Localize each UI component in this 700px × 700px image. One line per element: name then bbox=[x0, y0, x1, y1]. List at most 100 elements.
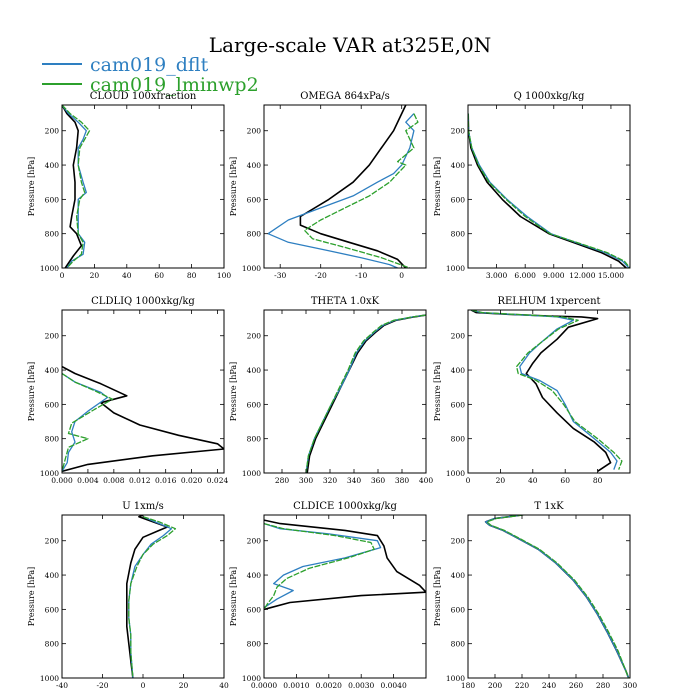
x-tick-label: -40 bbox=[56, 681, 68, 690]
series-group bbox=[62, 365, 224, 473]
series-line-cam019_lminwp2 bbox=[303, 113, 419, 268]
y-axis-label: Pressure [hPa] bbox=[229, 362, 238, 422]
y-tick-label: 600 bbox=[45, 195, 60, 204]
x-tick-label: 0 bbox=[60, 271, 65, 280]
y-tick-label: 400 bbox=[45, 161, 60, 170]
plot-frame bbox=[263, 514, 427, 679]
y-tick-label: 1000 bbox=[40, 264, 59, 273]
series-line-cam019_dflt bbox=[305, 314, 426, 473]
series-line-cam019_lminwp2 bbox=[471, 310, 623, 470]
series-line-control bbox=[484, 515, 630, 678]
legend: cam019_dflt cam019_lminwp2 bbox=[42, 54, 259, 96]
x-tick-label: 180 bbox=[461, 681, 476, 690]
series-line-cam019_dflt bbox=[484, 515, 630, 678]
series-line-control bbox=[468, 113, 627, 268]
series-line-cam019_lminwp2 bbox=[486, 515, 630, 678]
y-tick-label: 400 bbox=[451, 366, 466, 375]
y-tick-label: 600 bbox=[451, 195, 466, 204]
series-line-cam019_dflt bbox=[471, 310, 618, 470]
y-tick-label: 800 bbox=[45, 230, 60, 239]
y-tick-label: 600 bbox=[451, 605, 466, 614]
y-tick-label: 200 bbox=[451, 332, 466, 341]
x-tick-label: 0.0020 bbox=[316, 681, 342, 690]
y-tick-label: 200 bbox=[45, 537, 60, 546]
y-tick-label: 800 bbox=[451, 640, 466, 649]
figure-title: Large-scale VAR at325E,0N bbox=[209, 33, 491, 57]
x-tick-label: 20 bbox=[496, 476, 506, 485]
chart-panel: U 1xm/s Pressure [hPa] -40 -20 0 20 40 200 400 60… bbox=[27, 501, 229, 690]
y-tick-label: 800 bbox=[247, 230, 262, 239]
y-tick-label: 1000 bbox=[446, 264, 465, 273]
y-tick-label: 200 bbox=[45, 127, 60, 136]
chart-panel: RELHUM 1xpercent Pressure [hPa] 0 20 40 60 80 2… bbox=[433, 296, 631, 485]
x-tick-label: 20 bbox=[179, 681, 189, 690]
x-tick-label: 0.024 bbox=[207, 476, 229, 485]
x-tick-label: 320 bbox=[323, 476, 338, 485]
series-group bbox=[126, 515, 177, 678]
plot-frame bbox=[61, 104, 225, 269]
panel-title: T 1xK bbox=[534, 501, 564, 512]
y-axis-label: Pressure [hPa] bbox=[229, 567, 238, 627]
y-axis-label: Pressure [hPa] bbox=[433, 157, 442, 217]
y-tick-label: 400 bbox=[247, 366, 262, 375]
x-tick-label: 40 bbox=[219, 681, 229, 690]
series-line-cam019_lminwp2 bbox=[305, 314, 426, 473]
x-tick-label: 9.000 bbox=[543, 271, 565, 280]
chart-panel: T 1xK Pressure [hPa] 180 200 220 240 260 280 300… bbox=[433, 501, 637, 690]
y-tick-label: 800 bbox=[451, 230, 466, 239]
y-tick-label: 400 bbox=[247, 161, 262, 170]
y-tick-label: 1000 bbox=[446, 469, 465, 478]
y-axis-label: Pressure [hPa] bbox=[229, 157, 238, 217]
series-line-control bbox=[264, 519, 426, 611]
x-tick-label: -20 bbox=[96, 681, 108, 690]
y-tick-label: 200 bbox=[451, 537, 466, 546]
series-group bbox=[264, 519, 426, 611]
chart-panel: THETA 1.0xK Pressure [hPa] 280 300 320 340 360… bbox=[229, 296, 433, 485]
series-group bbox=[470, 310, 623, 472]
x-tick-label: 0 bbox=[141, 681, 146, 690]
legend-label-lminwp2: cam019_lminwp2 bbox=[90, 74, 259, 96]
x-tick-label: -30 bbox=[274, 271, 286, 280]
y-tick-label: 600 bbox=[45, 605, 60, 614]
y-tick-label: 800 bbox=[45, 640, 60, 649]
x-tick-label: 20 bbox=[90, 271, 100, 280]
x-tick-label: 0.0030 bbox=[348, 681, 374, 690]
x-tick-label: 40 bbox=[122, 271, 132, 280]
series-group bbox=[484, 515, 630, 678]
y-tick-label: 1000 bbox=[40, 469, 59, 478]
plot-frame bbox=[467, 104, 631, 269]
chart-panel: CLOUD 100xfraction Pressure [hPa] 0 20 40 60 8… bbox=[27, 91, 231, 280]
x-tick-label: -20 bbox=[315, 271, 327, 280]
x-tick-label: 0.008 bbox=[103, 476, 125, 485]
plot-frame bbox=[467, 309, 631, 474]
x-tick-label: 0.004 bbox=[77, 476, 99, 485]
x-tick-label: 15.000 bbox=[598, 271, 624, 280]
x-tick-label: 60 bbox=[560, 476, 570, 485]
x-tick-label: 380 bbox=[395, 476, 410, 485]
y-tick-label: 1000 bbox=[40, 674, 59, 683]
legend-label-dflt: cam019_dflt bbox=[90, 54, 209, 76]
series-line-control bbox=[126, 515, 169, 678]
y-axis-label: Pressure [hPa] bbox=[433, 567, 442, 627]
x-tick-label: 300 bbox=[299, 476, 314, 485]
series-line-cam019_dflt bbox=[128, 516, 173, 678]
y-tick-label: 200 bbox=[247, 332, 262, 341]
y-tick-label: 800 bbox=[451, 435, 466, 444]
y-tick-label: 1000 bbox=[242, 674, 261, 683]
x-tick-label: 280 bbox=[275, 476, 290, 485]
series-line-control bbox=[62, 365, 224, 473]
x-tick-label: 80 bbox=[593, 476, 603, 485]
y-tick-label: 400 bbox=[45, 366, 60, 375]
x-tick-label: 3.000 bbox=[486, 271, 508, 280]
panel-title: CLDLIQ 1000xkg/kg bbox=[91, 296, 195, 307]
series-line-control bbox=[299, 105, 407, 268]
plot-frame bbox=[263, 104, 427, 269]
x-tick-label: -10 bbox=[355, 271, 367, 280]
panel-title: OMEGA 864xPa/s bbox=[300, 91, 390, 102]
y-tick-label: 400 bbox=[451, 161, 466, 170]
x-tick-label: 0.012 bbox=[129, 476, 151, 485]
x-tick-label: 240 bbox=[542, 681, 557, 690]
x-tick-label: 0.016 bbox=[155, 476, 177, 485]
x-tick-label: 40 bbox=[528, 476, 538, 485]
x-tick-label: 220 bbox=[515, 681, 530, 690]
